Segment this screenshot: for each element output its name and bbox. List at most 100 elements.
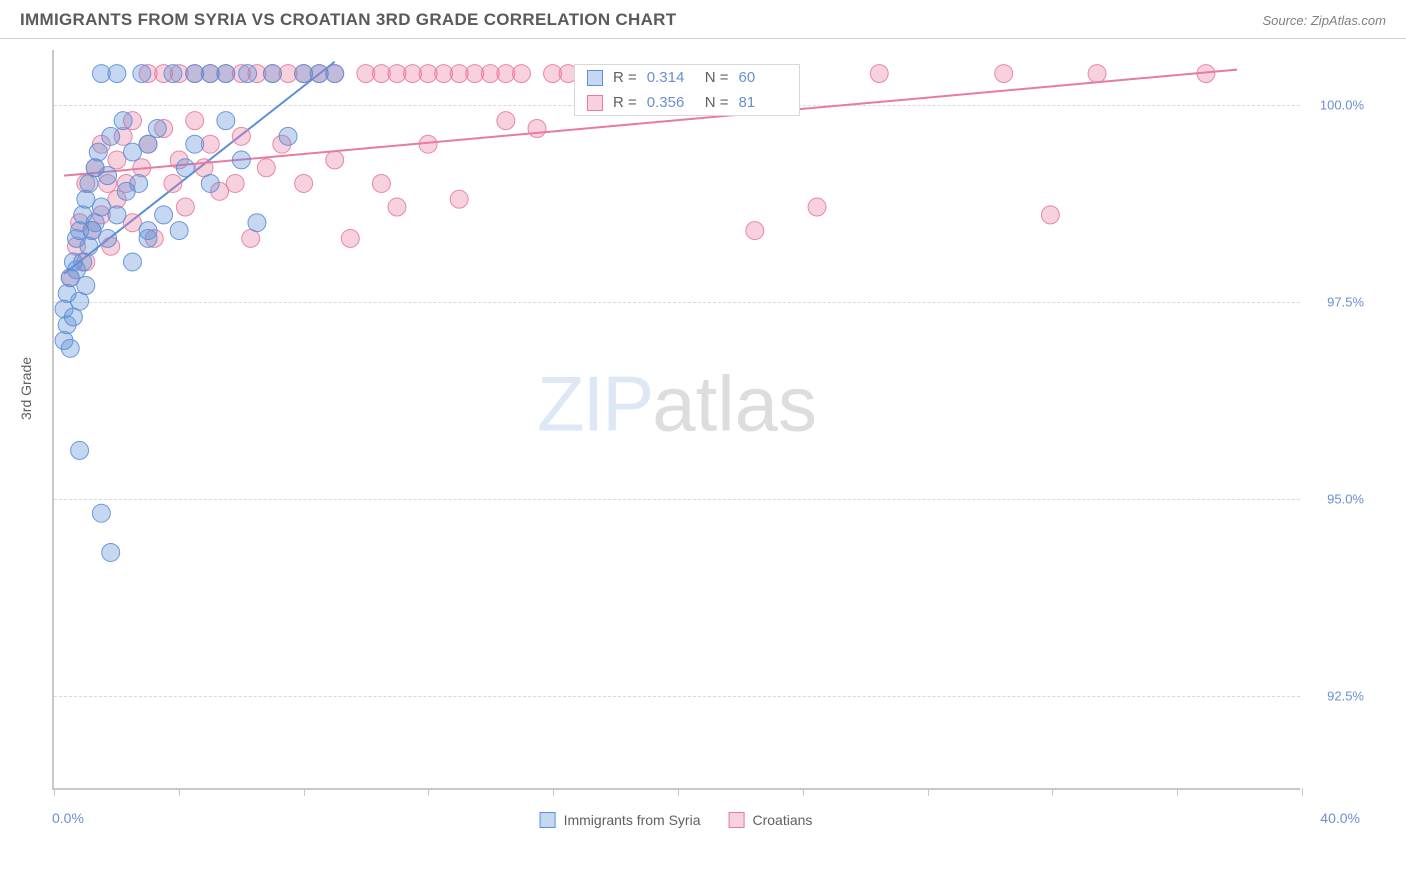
- point-syria: [108, 65, 126, 83]
- point-syria: [164, 65, 182, 83]
- point-syria: [264, 65, 282, 83]
- x-tick: [428, 788, 429, 796]
- point-syria: [232, 151, 250, 169]
- point-syria: [326, 65, 344, 83]
- point-croatia: [450, 190, 468, 208]
- point-syria: [248, 214, 266, 232]
- stats-r-label: R =: [613, 69, 637, 86]
- plot-box: ZIPatlas R = 0.314 N = 60 R = 0.356 N = …: [52, 50, 1300, 790]
- x-tick: [553, 788, 554, 796]
- legend-swatch-croatia: [729, 812, 745, 828]
- stats-n-label: N =: [705, 69, 729, 86]
- point-syria: [279, 127, 297, 145]
- stats-row-syria: R = 0.314 N = 60: [575, 65, 799, 90]
- point-croatia: [808, 198, 826, 216]
- point-syria: [139, 135, 157, 153]
- source-name: ZipAtlas.com: [1311, 13, 1386, 28]
- point-croatia: [326, 151, 344, 169]
- x-axis-min-label: 0.0%: [52, 810, 84, 826]
- y-axis-title: 3rd Grade: [18, 357, 34, 420]
- point-croatia: [176, 198, 194, 216]
- point-croatia: [164, 174, 182, 192]
- point-croatia: [257, 159, 275, 177]
- point-syria: [99, 229, 117, 247]
- point-syria: [114, 112, 132, 130]
- point-syria: [89, 143, 107, 161]
- point-croatia: [1041, 206, 1059, 224]
- y-tick-label: 92.5%: [1327, 688, 1364, 703]
- stats-legend-box: R = 0.314 N = 60 R = 0.356 N = 81: [574, 64, 800, 116]
- point-syria: [71, 441, 89, 459]
- point-croatia: [995, 65, 1013, 83]
- point-syria: [139, 222, 157, 240]
- x-tick: [54, 788, 55, 796]
- point-croatia: [528, 120, 546, 138]
- point-syria: [102, 127, 120, 145]
- x-tick: [179, 788, 180, 796]
- point-syria: [155, 206, 173, 224]
- scatter-svg: [54, 50, 1300, 788]
- point-syria: [201, 174, 219, 192]
- y-tick-label: 100.0%: [1320, 98, 1364, 113]
- x-tick: [304, 788, 305, 796]
- chart-source: Source: ZipAtlas.com: [1262, 13, 1386, 28]
- point-syria: [77, 277, 95, 295]
- point-syria: [170, 222, 188, 240]
- chart-title: IMMIGRANTS FROM SYRIA VS CROATIAN 3RD GR…: [20, 10, 676, 30]
- y-tick-label: 95.0%: [1327, 491, 1364, 506]
- legend-swatch-syria: [540, 812, 556, 828]
- point-syria: [217, 112, 235, 130]
- point-croatia: [186, 112, 204, 130]
- stats-n-croatia: 81: [739, 94, 787, 111]
- point-syria: [108, 206, 126, 224]
- point-croatia: [870, 65, 888, 83]
- point-syria: [133, 65, 151, 83]
- point-croatia: [232, 127, 250, 145]
- point-syria: [61, 339, 79, 357]
- stats-row-croatia: R = 0.356 N = 81: [575, 90, 799, 115]
- stats-r-syria: 0.314: [647, 69, 695, 86]
- chart-plot-area: ZIPatlas R = 0.314 N = 60 R = 0.356 N = …: [52, 50, 1300, 790]
- stats-r-label: R =: [613, 94, 637, 111]
- x-tick: [1052, 788, 1053, 796]
- x-axis-max-label: 40.0%: [1320, 810, 1360, 826]
- point-syria: [239, 65, 257, 83]
- point-croatia: [497, 112, 515, 130]
- point-croatia: [746, 222, 764, 240]
- point-croatia: [295, 174, 313, 192]
- x-tick: [1302, 788, 1303, 796]
- point-croatia: [512, 65, 530, 83]
- point-croatia: [341, 229, 359, 247]
- stats-r-croatia: 0.356: [647, 94, 695, 111]
- x-tick: [1177, 788, 1178, 796]
- source-prefix: Source:: [1262, 13, 1310, 28]
- point-syria: [130, 174, 148, 192]
- x-tick: [678, 788, 679, 796]
- point-croatia: [388, 198, 406, 216]
- point-croatia: [226, 174, 244, 192]
- stats-n-label: N =: [705, 94, 729, 111]
- point-syria: [102, 543, 120, 561]
- point-syria: [99, 167, 117, 185]
- point-syria: [80, 237, 98, 255]
- stats-swatch-croatia: [587, 95, 603, 111]
- point-syria: [176, 159, 194, 177]
- chart-header: IMMIGRANTS FROM SYRIA VS CROATIAN 3RD GR…: [0, 0, 1406, 39]
- legend-label-croatia: Croatians: [753, 812, 813, 828]
- point-croatia: [419, 135, 437, 153]
- x-tick: [928, 788, 929, 796]
- point-syria: [186, 135, 204, 153]
- point-croatia: [1088, 65, 1106, 83]
- x-tick: [803, 788, 804, 796]
- stats-n-syria: 60: [739, 69, 787, 86]
- legend-label-syria: Immigrants from Syria: [564, 812, 701, 828]
- stats-swatch-syria: [587, 70, 603, 86]
- legend-item-croatia: Croatians: [729, 812, 813, 828]
- y-tick-label: 97.5%: [1327, 294, 1364, 309]
- point-syria: [124, 253, 142, 271]
- point-croatia: [133, 159, 151, 177]
- legend-bottom: Immigrants from Syria Croatians: [540, 812, 813, 828]
- point-croatia: [1197, 65, 1215, 83]
- legend-item-syria: Immigrants from Syria: [540, 812, 701, 828]
- point-croatia: [372, 174, 390, 192]
